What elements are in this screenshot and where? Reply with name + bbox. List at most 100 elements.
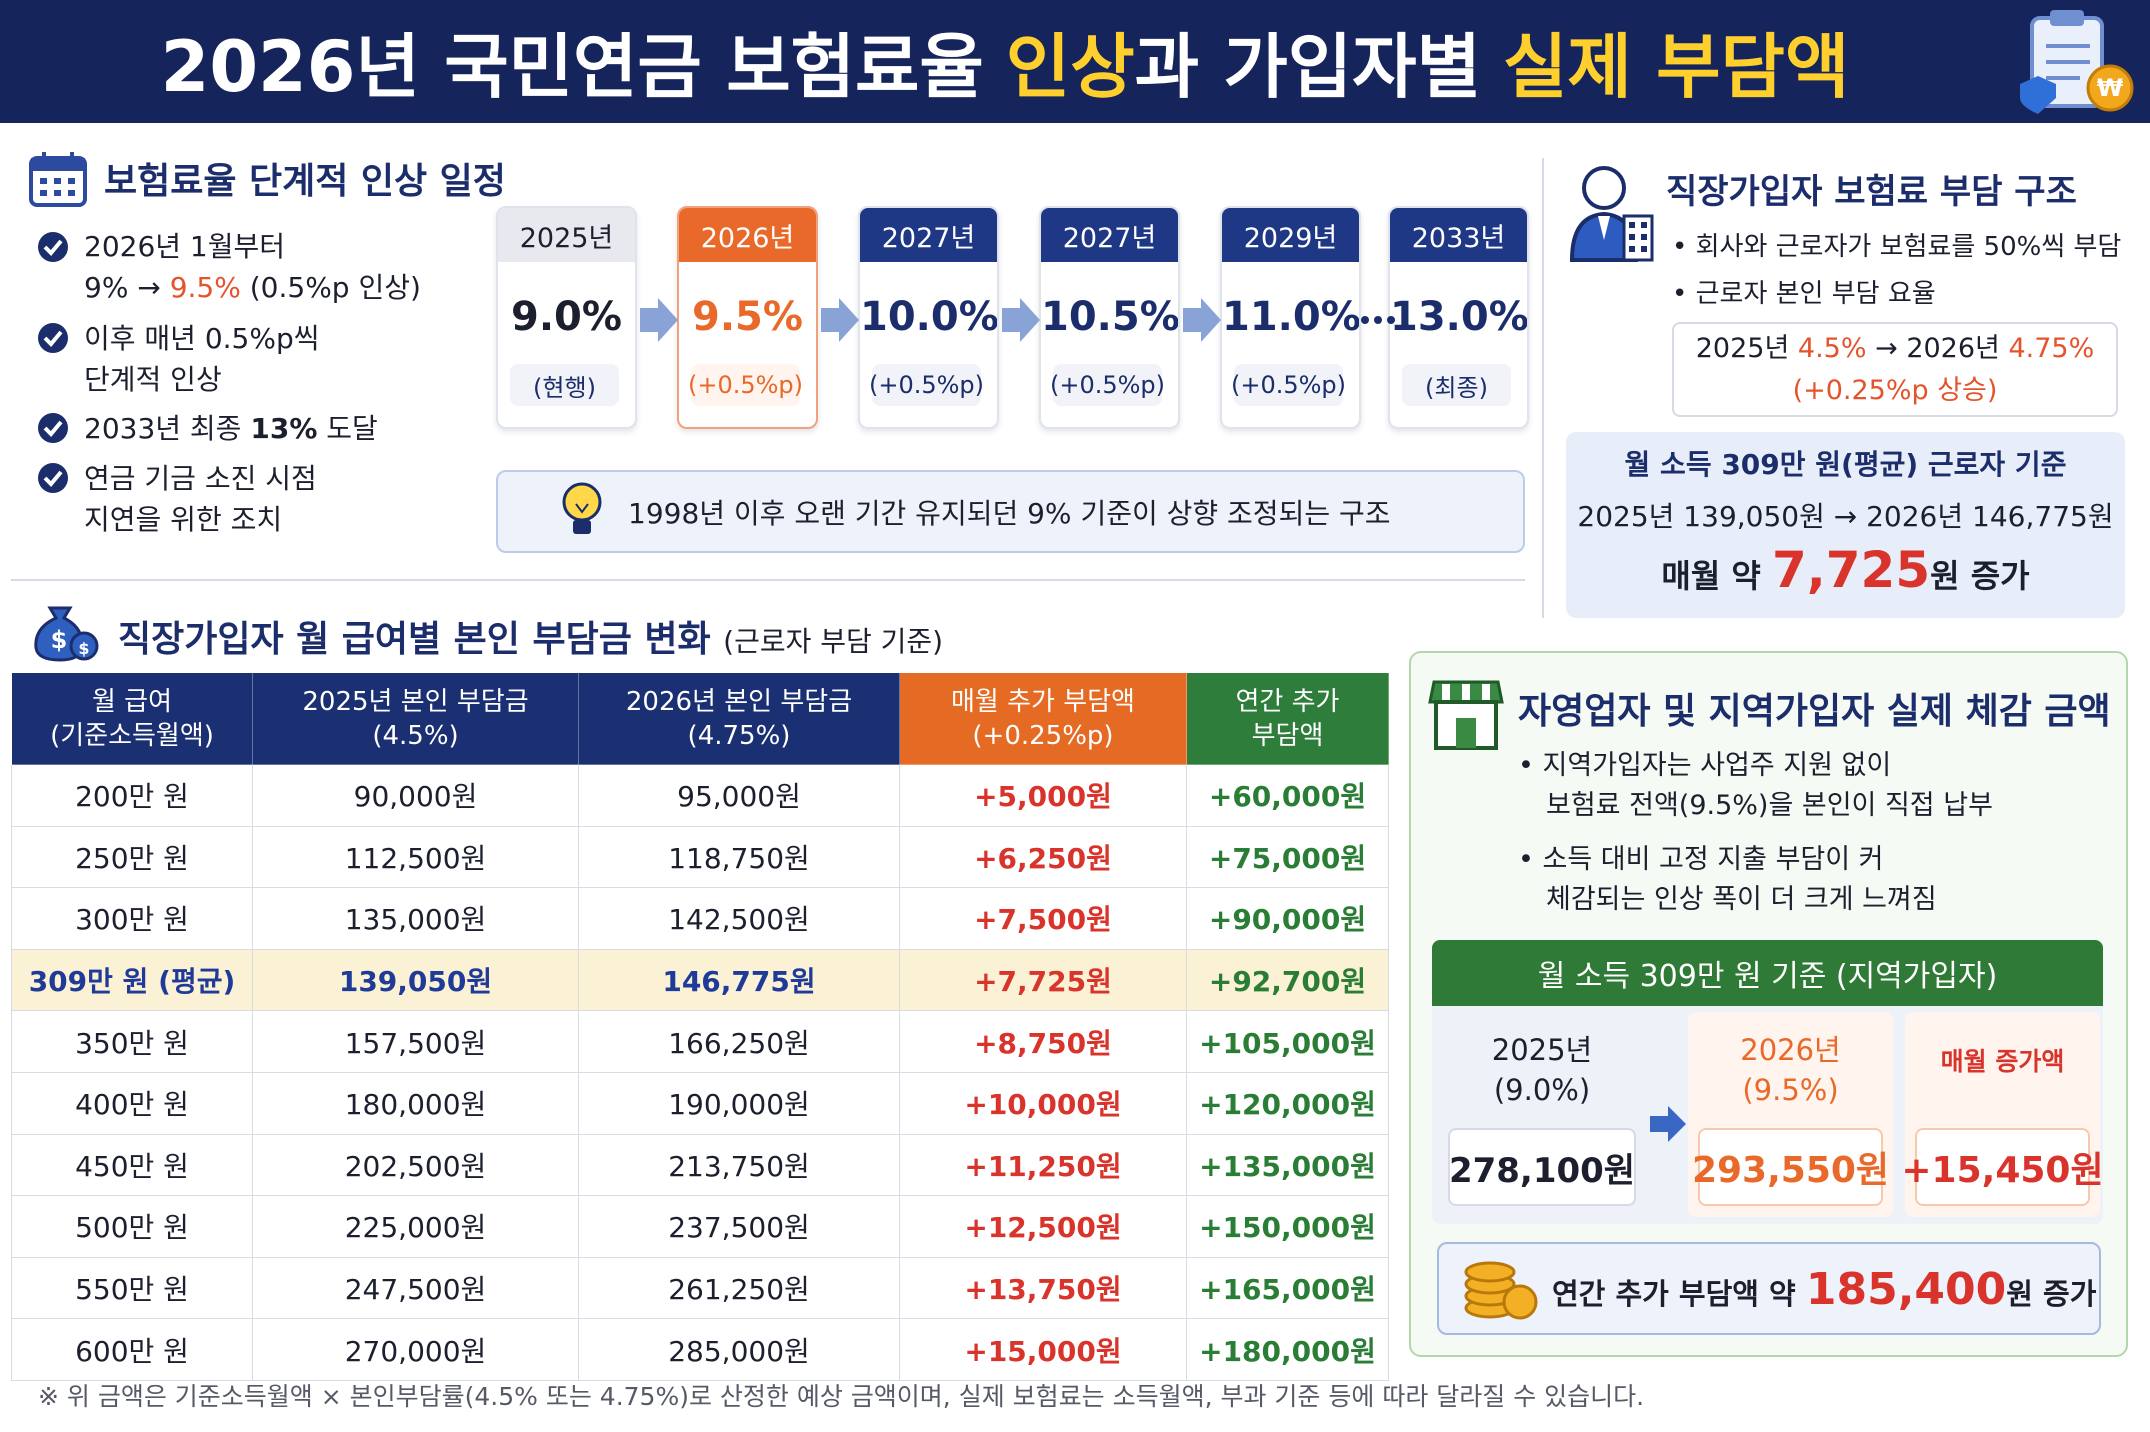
- table-row: 309만 원 (평균) 139,050원 146,775원 +7,725원 +92,70…: [11, 948, 1389, 1012]
- text: 원 증가: [2006, 1277, 2097, 1311]
- table-cell: 300만 원: [11, 887, 253, 950]
- rate-card: 2027년 10.0% (+0.5%p): [858, 206, 999, 429]
- section-title: 보험료율 단계적 인상 일정: [104, 161, 506, 202]
- table-cell: +105,000원: [1186, 1010, 1389, 1073]
- table-cell: 213,750원: [578, 1133, 900, 1197]
- bullet-line: • 소득 대비 고정 지출 부담이 커: [1518, 844, 1884, 875]
- column-label: 매월 증가액: [1905, 1042, 2100, 1082]
- timeline-arrows: [640, 298, 1395, 342]
- bullet-list: • 회사와 근로자가 보험료를 50%씩 부담 • 근로자 본인 부담 요율: [1672, 224, 2121, 318]
- table-cell: 200만 원: [11, 764, 253, 827]
- column-header: 월 급여 (기준소득월액): [11, 672, 253, 765]
- column-amount: 278,100원: [1448, 1128, 1636, 1206]
- calendar-icon: [29, 152, 87, 207]
- basis-amount-line: 매월 약 7,725원 증가: [1566, 540, 2125, 606]
- column-header: 2025년 본인 부담금 (4.5%): [252, 672, 579, 765]
- column-label: 2025년 (9.0%): [1438, 1030, 1646, 1110]
- header-line: 연간 추가: [1235, 686, 1340, 717]
- comparison-column: 2026년 (9.5%) 293,550원: [1688, 1012, 1893, 1217]
- text: 9% →: [84, 271, 161, 304]
- table-cell: 285,000원: [578, 1318, 900, 1381]
- table-row: 250만 원 112,500원 118,750원 +6,250원 +75,000원: [11, 825, 1389, 889]
- basis-line: 2025년 139,050원 → 2026년 146,775원: [1577, 500, 2114, 533]
- title-part: 2026년 국민연금 보험료율: [160, 26, 984, 108]
- bullet: • 근로자 본인 부담 요율: [1672, 279, 1936, 309]
- rate-card: 2025년 9.0% (현행): [496, 206, 637, 429]
- card-year: 2029년: [1222, 208, 1359, 262]
- column-header: 매월 추가 부담액 (+0.25%p): [899, 672, 1187, 765]
- table-cell: 600만 원: [11, 1318, 253, 1381]
- comparison-column: 2025년 (9.0%) 278,100원: [1438, 1012, 1646, 1217]
- worker-icon: [1569, 166, 1654, 262]
- card-note: (+0.5%p): [869, 364, 984, 406]
- divider: [1542, 158, 1544, 618]
- column-header: 2026년 본인 부담금 (4.75%): [578, 672, 900, 765]
- rate-card: 2027년 10.5% (+0.5%p): [1039, 206, 1180, 429]
- bullet-line: 단계적 인상: [84, 363, 222, 396]
- table-cell: +11,250원: [899, 1133, 1187, 1197]
- table-cell: +7,500원: [899, 887, 1187, 950]
- header-line: (4.75%): [687, 720, 791, 751]
- label-line: (9.5%): [1742, 1073, 1839, 1107]
- card-note: (+0.5%p): [1050, 364, 1165, 406]
- table-cell: 90,000원: [252, 764, 579, 827]
- table-cell: 250만 원: [11, 825, 253, 889]
- rate-card: 2029년 11.0% (+0.5%p): [1220, 206, 1361, 429]
- table-cell: 146,775원: [578, 948, 900, 1012]
- section-title: 직장가입자 보험료 부담 구조: [1666, 172, 2077, 212]
- bullet: 연금 기금 소진 시점 지연을 위한 조치: [84, 458, 317, 540]
- table-cell: +13,750원: [899, 1256, 1187, 1320]
- column-label: 2026년 (9.5%): [1688, 1030, 1893, 1110]
- money-bag-icon: $ $: [34, 606, 99, 662]
- table-cell: 270,000원: [252, 1318, 579, 1381]
- store-icon: [1428, 680, 1504, 750]
- section-title: 자영업자 및 지역가입자 실제 체감 금액: [1518, 691, 2111, 732]
- table-cell: 135,000원: [252, 887, 579, 950]
- coins-icon: [1464, 1261, 1538, 1320]
- table-cell: +135,000원: [1186, 1133, 1389, 1197]
- table-cell: 202,500원: [252, 1133, 579, 1197]
- annual-box: [1437, 1242, 2101, 1335]
- text: → 2026년: [1875, 333, 2000, 364]
- table-cell: 157,500원: [252, 1010, 579, 1073]
- comparison-column: 매월 증가액 +15,450원: [1901, 1012, 2104, 1217]
- text: 2033년 최종: [84, 412, 242, 445]
- header-line: (4.5%): [372, 720, 459, 751]
- table-cell: +90,000원: [1186, 887, 1389, 950]
- amount: 7,725: [1771, 541, 1931, 599]
- header-line: 2026년 본인 부담금: [625, 686, 853, 717]
- card-year: 2033년: [1390, 208, 1527, 262]
- title-highlight: 실제 부담액: [1502, 26, 1850, 108]
- text: 도달: [326, 412, 378, 445]
- bullet: 2026년 1월부터 9% → 9.5% (0.5%p 인상): [84, 226, 421, 308]
- bullet: 2033년 최종 13% 도달: [84, 408, 378, 449]
- table-cell: +7,725원: [899, 948, 1187, 1012]
- check-icons: [38, 232, 68, 493]
- table-row: 200만 원 90,000원 95,000원 +5,000원 +60,000원: [11, 764, 1389, 827]
- header-bar: [0, 0, 2150, 123]
- text: 근로자 본인 부담 요율: [1695, 279, 1936, 309]
- table-cell: 237,500원: [578, 1195, 900, 1258]
- table-cell: 500만 원: [11, 1195, 253, 1258]
- table-cell: 95,000원: [578, 764, 900, 827]
- svg-text:₩: ₩: [2097, 74, 2124, 102]
- title-highlight: 인상: [1005, 26, 1135, 108]
- rate-card: 2033년 13.0% (최종): [1388, 206, 1529, 429]
- bullet-line: 2026년 1월부터: [84, 230, 286, 263]
- bullet-line: 이후 매년 0.5%p씩: [84, 322, 320, 355]
- card-note: (+0.5%p): [1231, 364, 1346, 406]
- amount: 185,400: [1805, 1264, 2007, 1315]
- header-line: 매월 추가 부담액: [951, 686, 1135, 717]
- table-cell: 247,500원: [252, 1256, 579, 1320]
- card-rate: 11.0%: [1222, 294, 1361, 340]
- title: 직장가입자 월 급여별 본인 부담금 변화: [118, 619, 711, 660]
- card-rate: 9.5%: [692, 294, 803, 340]
- table-cell: 118,750원: [578, 825, 900, 889]
- table-row: 300만 원 135,000원 142,500원 +7,500원 +90,000원: [11, 887, 1389, 950]
- card-year: 2027년: [860, 208, 997, 262]
- rate-card: 2026년 9.5% (+0.5%p): [677, 206, 818, 429]
- table-cell: 190,000원: [578, 1071, 900, 1135]
- highlight: 4.5%: [1797, 333, 1867, 364]
- highlight: 4.75%: [2008, 333, 2095, 364]
